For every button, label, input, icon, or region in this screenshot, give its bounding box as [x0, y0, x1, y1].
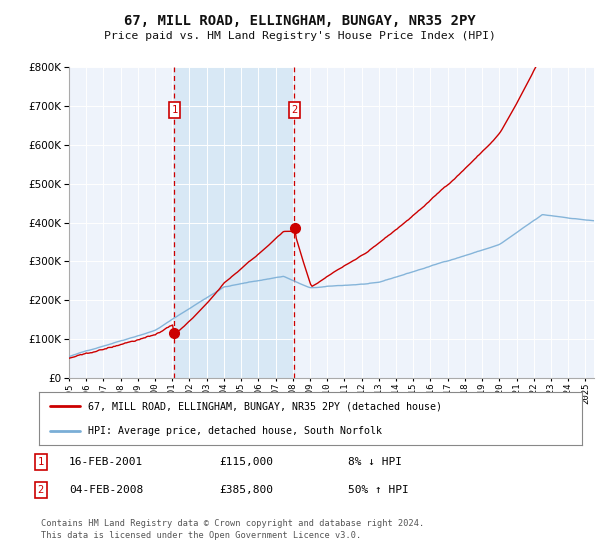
Text: 67, MILL ROAD, ELLINGHAM, BUNGAY, NR35 2PY: 67, MILL ROAD, ELLINGHAM, BUNGAY, NR35 2…: [124, 14, 476, 28]
Text: 04-FEB-2008: 04-FEB-2008: [69, 485, 143, 495]
Text: Contains HM Land Registry data © Crown copyright and database right 2024.
This d: Contains HM Land Registry data © Crown c…: [41, 519, 424, 540]
Text: Price paid vs. HM Land Registry's House Price Index (HPI): Price paid vs. HM Land Registry's House …: [104, 31, 496, 41]
Text: 16-FEB-2001: 16-FEB-2001: [69, 457, 143, 467]
Text: 8% ↓ HPI: 8% ↓ HPI: [348, 457, 402, 467]
Text: 1: 1: [38, 457, 44, 467]
Bar: [175, 67, 295, 378]
Text: 2: 2: [291, 105, 298, 115]
Text: HPI: Average price, detached house, South Norfolk: HPI: Average price, detached house, Sout…: [88, 426, 382, 436]
Text: 50% ↑ HPI: 50% ↑ HPI: [348, 485, 409, 495]
Text: £115,000: £115,000: [219, 457, 273, 467]
Text: 67, MILL ROAD, ELLINGHAM, BUNGAY, NR35 2PY (detached house): 67, MILL ROAD, ELLINGHAM, BUNGAY, NR35 2…: [88, 402, 442, 412]
Text: £385,800: £385,800: [219, 485, 273, 495]
Text: 2: 2: [38, 485, 44, 495]
Text: 1: 1: [171, 105, 178, 115]
